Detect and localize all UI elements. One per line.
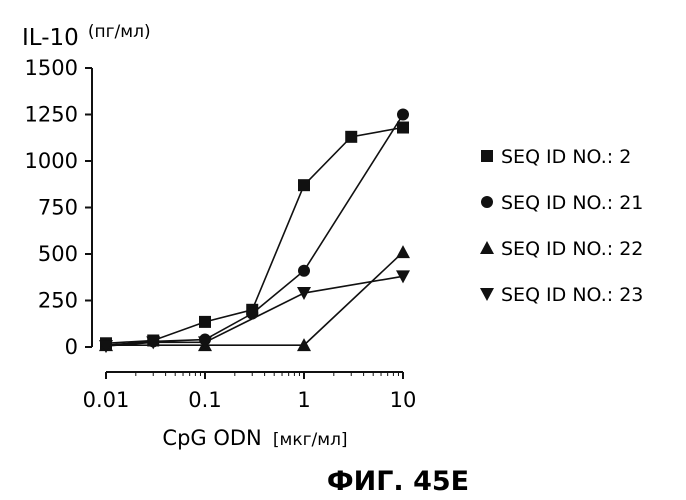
data-point-series-2 xyxy=(298,265,310,277)
y-tick-label: 0 xyxy=(65,335,78,359)
data-point-series-2 xyxy=(246,308,258,320)
legend-label-1: SEQ ID NO.: 2 xyxy=(501,146,631,168)
y-tick-label: 1250 xyxy=(25,103,78,127)
y-tick-label: 750 xyxy=(38,196,78,220)
data-point-series-1 xyxy=(397,122,409,134)
legend-label-3: SEQ ID NO.: 22 xyxy=(501,238,643,260)
series-line-3 xyxy=(106,252,403,345)
y-tick-label: 500 xyxy=(38,242,78,266)
legend-marker-3 xyxy=(480,241,494,254)
x-axis-label: CpG ODN [мкг/мл] xyxy=(162,426,347,450)
x-tick-label: 0.1 xyxy=(188,388,221,412)
legend: SEQ ID NO.: 2 SEQ ID NO.: 21 SEQ ID NO.: 2… xyxy=(480,146,643,306)
x-tick-label: 0.01 xyxy=(83,388,130,412)
legend-marker-2 xyxy=(481,196,493,208)
legend-marker-1 xyxy=(481,150,493,162)
y-tick-label: 250 xyxy=(38,289,78,313)
y-tick-label: 1000 xyxy=(25,149,78,173)
data-point-series-4 xyxy=(297,287,311,300)
data-point-series-1 xyxy=(199,316,211,328)
data-point-series-3 xyxy=(396,245,410,258)
plot-area: 0 250 500 750 1000 1250 1500 0.01 0.1 1 10 xyxy=(25,56,417,412)
legend-label-2: SEQ ID NO.: 21 xyxy=(501,192,643,214)
x-tick-label: 10 xyxy=(390,388,417,412)
data-point-series-1 xyxy=(345,131,357,143)
y-tick-label: 1500 xyxy=(25,56,78,80)
data-point-series-2 xyxy=(397,109,409,121)
y-axis-label: IL-10 (пг/мл) xyxy=(22,22,151,51)
figure-label: ФИГ. 45E xyxy=(327,466,469,497)
legend-label-4: SEQ ID NO.: 23 xyxy=(501,284,643,306)
legend-marker-4 xyxy=(480,288,494,301)
data-point-series-1 xyxy=(298,179,310,191)
x-tick-label: 1 xyxy=(297,388,310,412)
